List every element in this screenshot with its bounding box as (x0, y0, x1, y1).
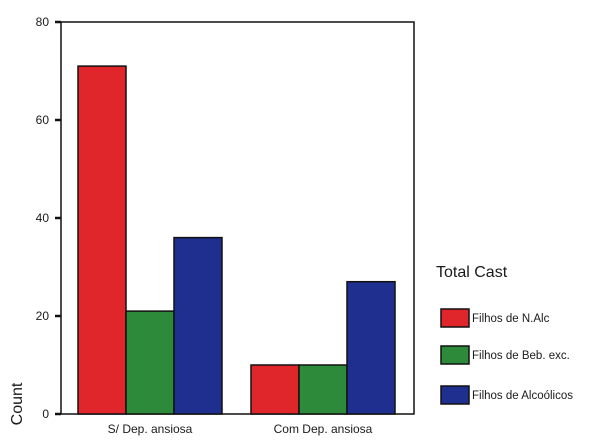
legend-swatch (440, 345, 470, 365)
y-tick-label: 80 (36, 15, 50, 29)
x-category-label: S/ Dep. ansiosa (108, 422, 193, 436)
bar-2-2 (298, 364, 348, 415)
x-axis: S/ Dep. ansiosa Com Dep. ansiosa (108, 422, 373, 436)
legend-title: Total Cast (436, 264, 508, 281)
y-axis: 0 20 40 60 80 (36, 15, 61, 421)
legend: Total Cast Filhos de N.Alc Filhos de Beb.… (436, 264, 573, 405)
x-category-label: Com Dep. ansiosa (274, 422, 373, 436)
y-tick-label: 20 (36, 309, 50, 323)
legend-label: Filhos de Alcoólicos (472, 390, 573, 402)
bar-1-1 (77, 65, 127, 415)
legend-label: Filhos de N.Alc (472, 313, 550, 325)
bars (77, 65, 396, 415)
y-tick-label: 0 (42, 407, 49, 421)
y-tick-label: 40 (36, 211, 50, 225)
bar-2-3 (346, 280, 396, 415)
legend-label: Filhos de Beb. exc. (472, 350, 570, 362)
bar-1-2 (125, 310, 175, 415)
y-tick-label: 60 (36, 113, 50, 127)
bar-2-1 (250, 364, 300, 415)
legend-swatch (440, 308, 470, 328)
legend-swatch (440, 385, 470, 405)
y-axis-title: Count (9, 382, 26, 425)
bar-1-3 (173, 236, 223, 415)
